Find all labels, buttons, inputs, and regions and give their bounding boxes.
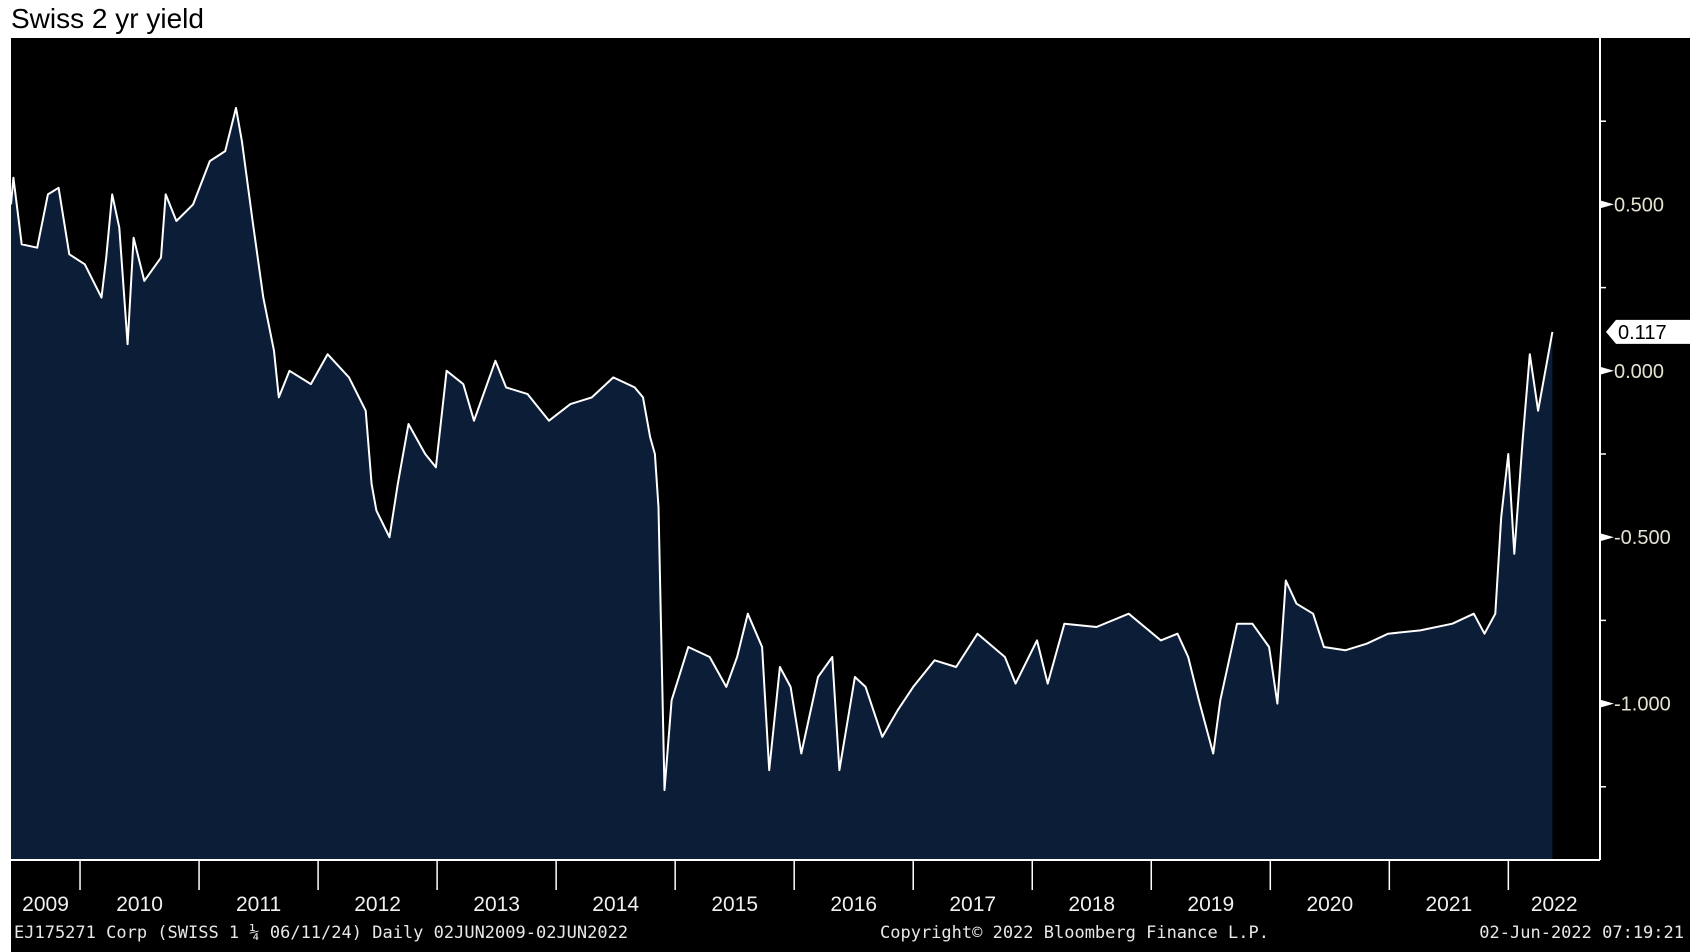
- x-tick-label: 2015: [711, 893, 758, 916]
- x-tick-label: 2018: [1068, 893, 1115, 916]
- series-line: [10, 106, 1554, 792]
- x-tick-label: 2009: [22, 893, 69, 916]
- x-tick-label: 2021: [1425, 893, 1472, 916]
- x-tick-label: 2016: [830, 893, 877, 916]
- footer-timestamp: 02-Jun-2022 07:19:21: [1479, 923, 1684, 943]
- plot-area: [10, 106, 1554, 860]
- x-tick-label: 2020: [1306, 893, 1353, 916]
- x-tick-label: 2019: [1187, 893, 1234, 916]
- footer-copyright: Copyright© 2022 Bloomberg Finance L.P.: [880, 923, 1269, 943]
- area-fill: [11, 107, 1553, 860]
- y-tick-label: -0.500: [1614, 527, 1671, 549]
- x-tick-label: 2014: [592, 893, 639, 916]
- y-tick-mark: [1600, 366, 1614, 375]
- x-tick-label: 2012: [354, 893, 401, 916]
- last-value-label: 0.117: [1618, 322, 1667, 344]
- y-tick-mark: [1600, 533, 1614, 542]
- y-tick-label: 0.000: [1614, 361, 1664, 383]
- x-tick-label: 2013: [473, 893, 520, 916]
- y-tick-mark: [1600, 200, 1614, 209]
- y-tick-label: -1.000: [1614, 694, 1671, 716]
- x-tick-label: 2011: [236, 893, 281, 916]
- chart-title: Swiss 2 yr yield: [11, 3, 204, 34]
- y-tick-mark: [1600, 699, 1614, 708]
- footer: EJ175271 Corp (SWISS 1 ¼ 06/11/24) Daily…: [14, 923, 1684, 943]
- x-tick-label: 2017: [949, 893, 996, 916]
- footer-security: EJ175271 Corp (SWISS 1 ¼ 06/11/24) Daily…: [14, 923, 628, 943]
- y-tick-label: 0.500: [1614, 194, 1664, 216]
- axes: 0.500 0.000 -0.500 -1.000 0.117 2009 2010 2011 2…: [11, 38, 1690, 916]
- last-value-badge: [1606, 319, 1690, 344]
- x-tick-label: 2010: [116, 893, 163, 916]
- x-tick-label: 2022: [1531, 893, 1578, 916]
